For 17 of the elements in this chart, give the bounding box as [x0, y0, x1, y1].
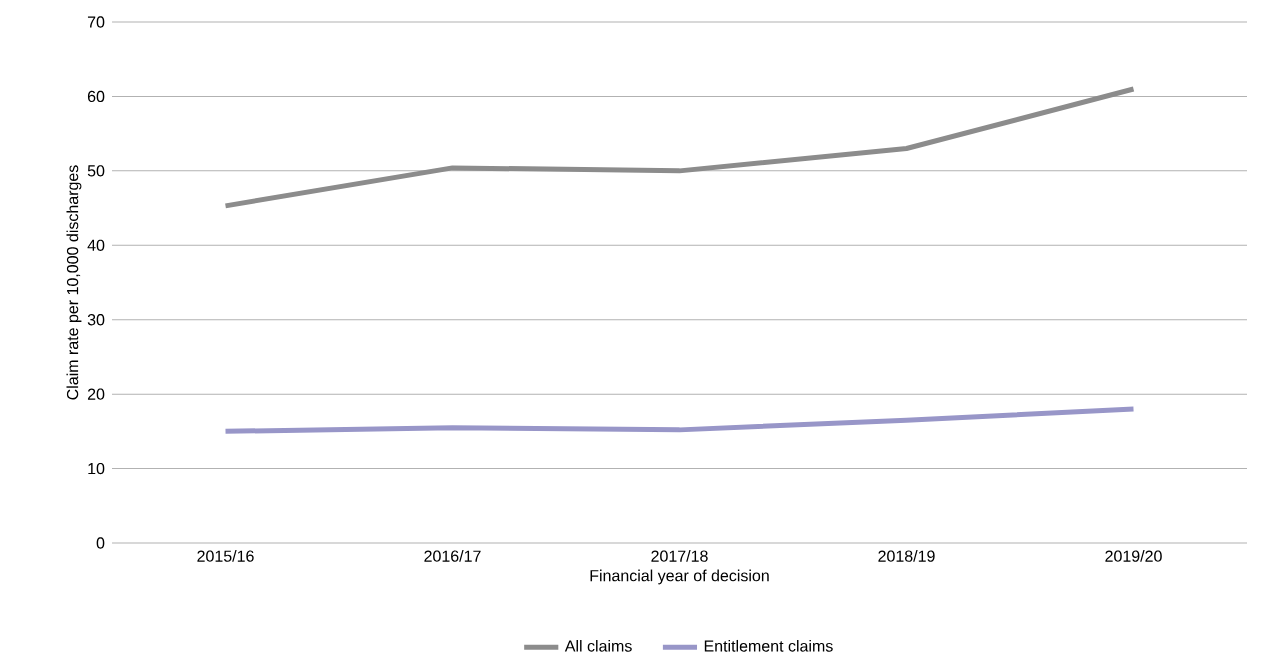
y-tick-label: 0 [96, 537, 105, 549]
y-tick-label: 20 [87, 388, 105, 400]
y-axis-title: Claim rate per 10,000 discharges [66, 165, 82, 400]
x-tick-label: 2018/19 [878, 550, 935, 562]
x-tick-label: 2016/17 [424, 550, 481, 562]
legend-label: Entitlement claims [704, 639, 833, 652]
y-tick-label: 60 [87, 90, 105, 103]
x-tick-label: 2019/20 [1105, 550, 1162, 562]
x-axis-title: Financial year of decision [590, 569, 769, 585]
y-tick-label: 50 [87, 165, 105, 177]
y-tick-label: 10 [88, 462, 105, 475]
x-tick-label: 2015/16 [197, 550, 254, 562]
legend-label: All claims [564, 639, 632, 652]
y-tick-label: 30 [87, 314, 105, 326]
y-tick-label: 70 [87, 16, 105, 28]
x-tick-label: 2017/18 [651, 550, 708, 562]
y-tick-label: 40 [87, 239, 105, 251]
